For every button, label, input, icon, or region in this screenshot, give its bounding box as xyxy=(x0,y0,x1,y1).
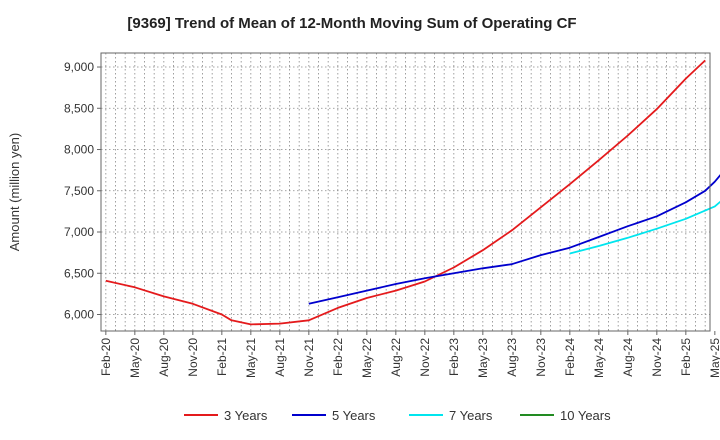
chart-title: [9369] Trend of Mean of 12-Month Moving … xyxy=(127,15,576,32)
series-layer xyxy=(105,59,720,326)
x-tick-label: May-24 xyxy=(592,338,606,378)
x-axis-ticks: Feb-20 May-20 Aug-20 Nov-20 Feb-21 May-21 Aug-… xyxy=(99,331,720,378)
x-tick-label: Nov-24 xyxy=(650,338,664,377)
x-tick-label: Feb-23 xyxy=(447,338,461,376)
x-tick-label: May-20 xyxy=(128,338,142,378)
legend-label: 10 Years xyxy=(560,408,611,423)
x-tick-label: May-25 xyxy=(708,338,720,378)
series-line-7-years xyxy=(569,200,720,255)
x-tick-label: Nov-23 xyxy=(534,338,548,377)
x-tick-label: Aug-22 xyxy=(389,338,403,377)
grid xyxy=(101,53,710,331)
series-line-5-years xyxy=(308,174,720,305)
y-tick-label: 8,000 xyxy=(64,143,94,157)
legend-item: 10 Years xyxy=(520,408,611,423)
y-axis-ticks: 6,000 6,500 7,000 7,500 8,000 8,500 9,000 xyxy=(64,60,101,322)
plot-frame xyxy=(100,52,711,332)
x-tick-label: Feb-24 xyxy=(563,338,577,376)
x-tick-label: Nov-22 xyxy=(418,338,432,377)
x-tick-label: May-21 xyxy=(244,338,258,378)
legend-label: 5 Years xyxy=(332,408,376,423)
x-tick-label: Feb-22 xyxy=(331,338,345,376)
y-tick-label: 6,500 xyxy=(64,266,94,280)
legend: 3 Years 5 Years 7 Years 10 Years xyxy=(184,408,611,423)
x-tick-label: May-22 xyxy=(360,338,374,378)
x-tick-label: Nov-21 xyxy=(302,338,316,377)
x-tick-label: Aug-20 xyxy=(157,338,171,377)
series-line-3-years xyxy=(105,59,706,326)
y-axis-label: Amount (million yen) xyxy=(7,133,22,252)
legend-item: 5 Years xyxy=(292,408,376,423)
legend-label: 3 Years xyxy=(224,408,268,423)
x-tick-label: Aug-21 xyxy=(273,338,287,377)
legend-item: 3 Years xyxy=(184,408,268,423)
x-tick-label: Aug-24 xyxy=(621,338,635,377)
y-tick-label: 7,000 xyxy=(64,225,94,239)
x-tick-label: Feb-21 xyxy=(215,338,229,376)
y-tick-label: 9,000 xyxy=(64,60,94,74)
y-tick-label: 8,500 xyxy=(64,101,94,115)
legend-item: 7 Years xyxy=(409,408,493,423)
x-tick-label: Feb-25 xyxy=(679,338,693,376)
y-tick-label: 7,500 xyxy=(64,184,94,198)
legend-label: 7 Years xyxy=(449,408,493,423)
y-tick-label: 6,000 xyxy=(64,308,94,322)
x-tick-label: May-23 xyxy=(476,338,490,378)
x-tick-label: Nov-20 xyxy=(186,338,200,377)
x-tick-label: Feb-20 xyxy=(99,338,113,376)
x-tick-label: Aug-23 xyxy=(505,338,519,377)
